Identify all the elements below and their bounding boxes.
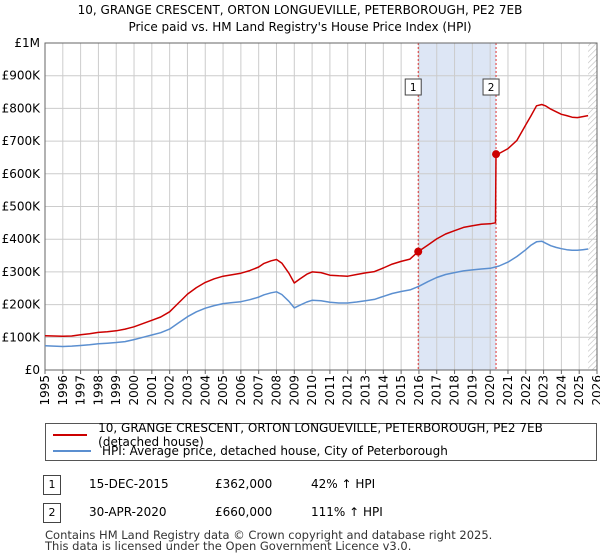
hpi-line — [44, 240, 589, 348]
sale-hpi-change: 42% ↑ HPI — [311, 477, 376, 491]
legend-swatch-property — [53, 434, 88, 436]
x-tick-label: 2022 — [519, 375, 533, 406]
y-tick-label: £600K — [2, 167, 42, 181]
x-tick-label: 2011 — [323, 375, 337, 406]
sale-price: £660,000 — [215, 505, 273, 519]
x-tick-label: 1995 — [38, 375, 52, 406]
legend-label-hpi: HPI: Average price, detached house, City… — [102, 444, 448, 458]
x-tick-label: 2017 — [430, 375, 444, 406]
sale-label-box — [404, 78, 422, 96]
y-tick-label: £800K — [2, 101, 42, 115]
x-tick-label: 1997 — [74, 375, 88, 406]
price-chart: 10, GRANGE CRESCENT, ORTON LONGUEVILLE, … — [2, 3, 600, 406]
footer: Contains HM Land Registry data © Crown c… — [45, 528, 493, 553]
y-tick-label: £900K — [2, 69, 42, 83]
x-tick-label: 2018 — [448, 375, 462, 406]
sale-price: £362,000 — [215, 477, 273, 491]
x-tick-label: 2020 — [483, 375, 497, 406]
x-tick-label: 2001 — [145, 375, 159, 406]
x-tick-label: 2013 — [359, 375, 373, 406]
x-tick-label: 2014 — [376, 375, 390, 406]
sale-date: 15-DEC-2015 — [89, 477, 169, 491]
chart-title: 10, GRANGE CRESCENT, ORTON LONGUEVILLE, … — [78, 3, 523, 17]
x-tick-label: 2019 — [465, 375, 479, 406]
x-tick-label: 2004 — [198, 375, 212, 406]
sale-date: 30-APR-2020 — [89, 505, 167, 519]
y-tick-label: £1M — [14, 36, 40, 50]
x-tick-label: 2009 — [287, 375, 301, 406]
y-tick-label: £200K — [2, 298, 42, 312]
chart-subtitle: Price paid vs. HM Land Registry's House … — [128, 20, 471, 34]
x-tick-label: 2003 — [180, 375, 194, 406]
y-tick-label: £0 — [25, 363, 40, 377]
footer-copyright: Contains HM Land Registry data © Crown c… — [45, 528, 493, 542]
x-tick-label: 1999 — [109, 375, 123, 406]
y-tick-label: £500K — [2, 200, 42, 214]
legend-item-property: 10, GRANGE CRESCENT, ORTON LONGUEVILLE, … — [53, 421, 596, 449]
x-tick-label: 1998 — [91, 375, 105, 406]
sale-hpi-change: 111% ↑ HPI — [311, 505, 383, 519]
legend: 10, GRANGE CRESCENT, ORTON LONGUEVILLE, … — [45, 421, 597, 461]
x-tick-label: 2000 — [127, 375, 141, 406]
x-tick-label: 2008 — [269, 375, 283, 406]
x-tick-label: 2026 — [590, 375, 600, 406]
x-tick-label: 2012 — [341, 375, 355, 406]
x-tick-label: 2023 — [537, 375, 551, 406]
x-tick-label: 1996 — [56, 375, 70, 406]
plot-frame — [44, 42, 598, 371]
y-tick-label: £400K — [2, 232, 42, 246]
y-tick-label: £300K — [2, 265, 42, 279]
x-tick-label: 2021 — [501, 375, 515, 406]
x-tick-label: 2005 — [216, 375, 230, 406]
legend-item-hpi: HPI: Average price, detached house, City… — [53, 443, 448, 459]
x-tick-label: 2010 — [305, 375, 319, 406]
x-tick-label: 2002 — [163, 375, 177, 406]
x-tick-label: 2006 — [234, 375, 248, 406]
x-tick-label: 2016 — [412, 375, 426, 406]
sale-label-box — [482, 78, 500, 96]
sale-point — [492, 150, 501, 159]
y-tick-label: £100K — [2, 330, 42, 344]
sale-label-number: 1 — [410, 82, 417, 94]
sale-label-number: 2 — [488, 82, 495, 94]
legend-swatch-hpi — [53, 450, 91, 452]
y-tick-label: £700K — [2, 134, 42, 148]
legend-label-property: 10, GRANGE CRESCENT, ORTON LONGUEVILLE, … — [98, 421, 543, 449]
sale-number-badge: 1 — [43, 475, 61, 495]
x-tick-label: 2015 — [394, 375, 408, 406]
sale-number-badge: 2 — [43, 503, 61, 523]
sale-point — [414, 247, 423, 256]
property-price-line — [44, 103, 589, 338]
x-tick-label: 2025 — [572, 375, 586, 406]
x-tick-label: 2024 — [554, 375, 568, 406]
footer-licence: This data is licensed under the Open Gov… — [45, 539, 412, 553]
x-tick-label: 2007 — [252, 375, 266, 406]
